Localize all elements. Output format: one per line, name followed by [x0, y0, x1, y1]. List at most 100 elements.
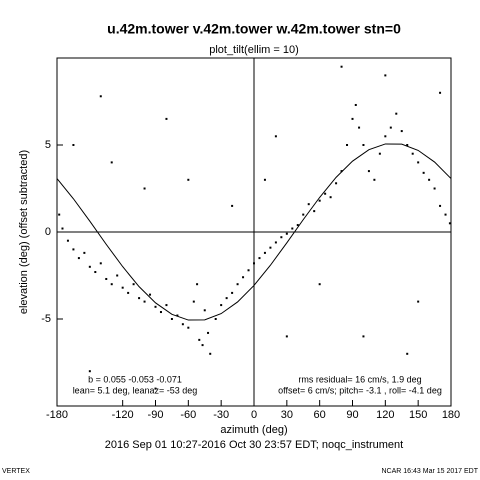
point [378, 152, 381, 155]
point [99, 262, 102, 265]
point [358, 126, 361, 129]
point [354, 103, 357, 106]
fit-line [56, 143, 452, 321]
point [187, 178, 190, 181]
point [439, 91, 442, 94]
point [165, 117, 168, 120]
annotation: rms residual= 16 cm/s, 1.9 deg [298, 374, 421, 384]
point [384, 135, 387, 138]
point [149, 293, 152, 296]
point [154, 387, 157, 390]
point [121, 286, 124, 289]
point [318, 283, 321, 286]
point [61, 227, 64, 230]
x-tick-label: 150 [409, 409, 427, 421]
x-axis-label: azimuth (deg) [220, 424, 287, 436]
point [313, 210, 316, 213]
point [242, 276, 245, 279]
corner-right: NCAR 16:43 Mar 15 2017 EDT [382, 468, 479, 475]
y-tick-label: 5 [45, 139, 51, 151]
point [77, 257, 80, 260]
x-tick-label: -30 [213, 409, 229, 421]
point [192, 300, 195, 303]
point [362, 144, 365, 146]
point [269, 246, 272, 249]
chart-title: u.42m.tower v.42m.tower w.42m.tower stn=… [107, 21, 401, 37]
point [307, 203, 310, 206]
point [214, 318, 217, 320]
point [127, 291, 130, 294]
y-tick-label: -5 [41, 313, 51, 325]
point [417, 161, 420, 164]
point [247, 269, 250, 272]
point [318, 199, 321, 202]
point [58, 213, 61, 216]
point [444, 213, 447, 216]
point [88, 370, 91, 373]
annotation: b = 0.055 -0.053 -0.071 [88, 374, 182, 384]
point [143, 300, 146, 303]
point [329, 196, 332, 199]
point [417, 300, 420, 303]
x-tick-label: 180 [442, 409, 460, 421]
point [433, 187, 436, 190]
y-axis-label: elevation (deg) (offset subtracted) [18, 150, 30, 314]
point [406, 352, 409, 355]
point [99, 95, 102, 98]
point [340, 65, 343, 68]
point [72, 248, 75, 251]
point [346, 144, 349, 146]
point [422, 171, 425, 174]
point [170, 318, 173, 320]
point [274, 241, 277, 244]
point [448, 222, 451, 225]
point [231, 204, 234, 207]
point [428, 178, 431, 181]
point [207, 331, 210, 334]
point [176, 314, 179, 317]
point [138, 297, 141, 300]
point [258, 257, 261, 260]
point [110, 283, 113, 286]
corner-left: VERTEX [2, 468, 30, 475]
point [187, 326, 190, 329]
point [291, 227, 294, 230]
point [367, 170, 370, 173]
point [181, 323, 184, 326]
point [132, 283, 135, 286]
point [406, 144, 409, 146]
point [324, 192, 327, 195]
point [66, 239, 69, 242]
point [209, 352, 212, 355]
point [116, 274, 119, 277]
point [154, 305, 157, 308]
point [340, 170, 343, 173]
point [296, 224, 299, 227]
point [231, 291, 234, 294]
point [203, 309, 206, 312]
point [411, 152, 414, 155]
point [253, 262, 255, 265]
point [88, 265, 91, 268]
point [220, 304, 223, 307]
y-tick-label: 0 [45, 226, 51, 238]
x-tick-label: 90 [346, 409, 358, 421]
point [395, 112, 398, 115]
point [351, 117, 354, 120]
point [373, 178, 376, 181]
point [225, 297, 228, 300]
point [285, 232, 288, 235]
point [384, 74, 387, 77]
annotation: offset= 6 cm/s; pitch= -3.1 , roll= -4.1… [278, 385, 442, 395]
x-tick-label: -120 [112, 409, 134, 421]
chart-subtitle: plot_tilt(ellim = 10) [209, 44, 299, 56]
point [105, 277, 108, 280]
point [263, 178, 266, 181]
point [389, 126, 392, 129]
point [165, 304, 168, 307]
point [362, 335, 365, 338]
x-tick-label: 120 [376, 409, 394, 421]
point [400, 130, 403, 133]
point [196, 283, 199, 286]
